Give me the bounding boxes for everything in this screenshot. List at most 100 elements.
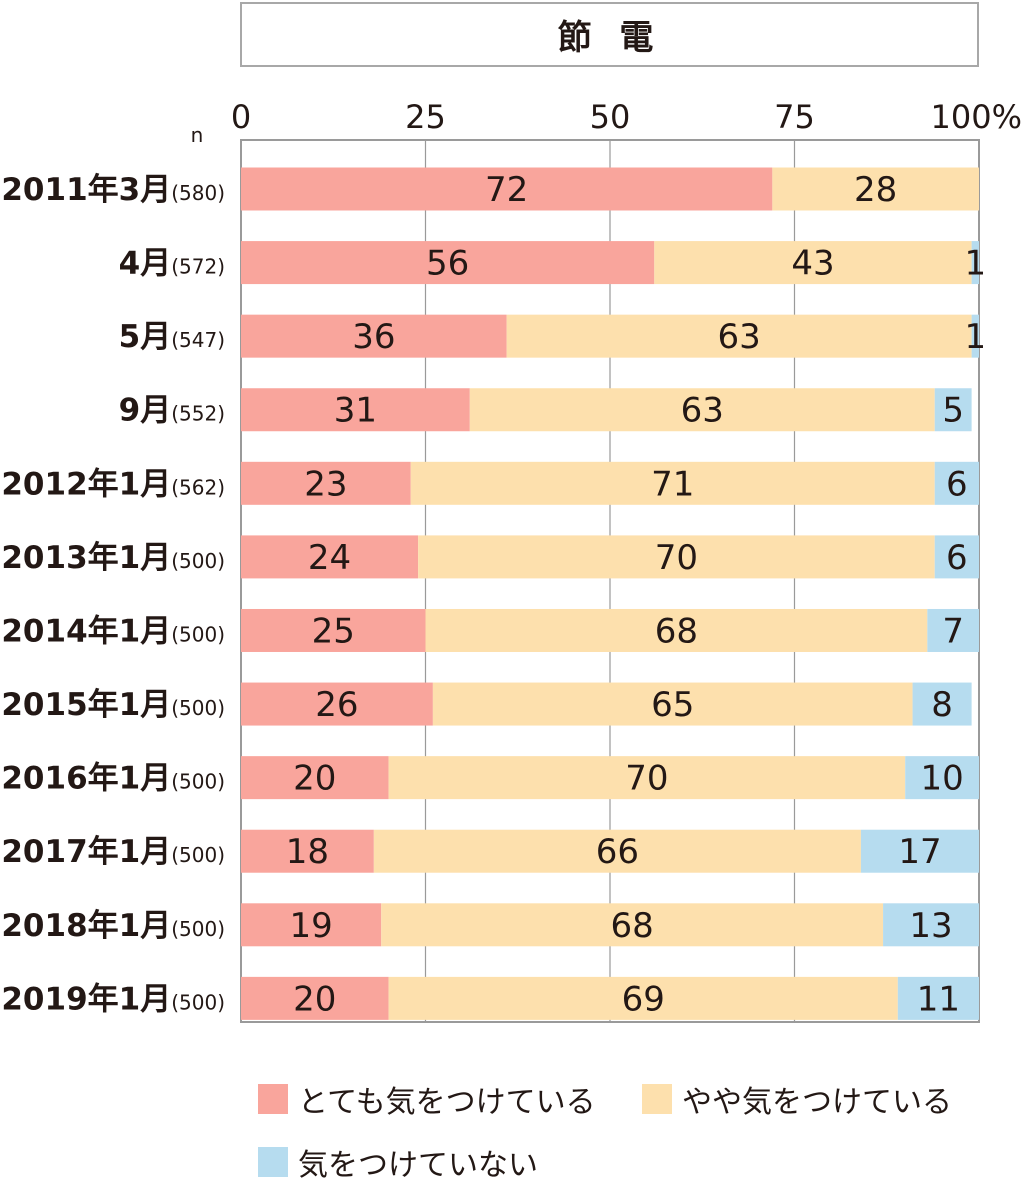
bar-segment bbox=[934, 535, 979, 579]
category-label: 2014年1月(500) bbox=[1, 613, 225, 649]
data-label: 7 bbox=[942, 611, 964, 651]
bar-segment bbox=[241, 167, 773, 211]
data-label: 31 bbox=[334, 391, 377, 431]
category-label-text: 2013年1月 bbox=[1, 540, 171, 576]
category-label-text: 2019年1月 bbox=[1, 981, 171, 1017]
x-tick-label: 0 bbox=[231, 98, 251, 136]
data-label: 25 bbox=[312, 611, 355, 651]
category-n-value: (500) bbox=[171, 549, 225, 573]
bar-segment bbox=[971, 314, 979, 358]
data-label: 10 bbox=[920, 759, 963, 799]
category-label: 2016年1月(500) bbox=[1, 761, 225, 797]
legend-swatch-not bbox=[258, 1147, 288, 1177]
bar-segment bbox=[241, 314, 507, 358]
legend-label-somewhat: やや気をつけている bbox=[682, 1085, 952, 1120]
data-label: 56 bbox=[426, 244, 469, 284]
category-label: 2019年1月(500) bbox=[1, 981, 225, 1017]
bar-segment bbox=[241, 388, 470, 432]
data-label: 6 bbox=[946, 464, 968, 504]
data-label: 70 bbox=[625, 759, 668, 799]
bar-segment bbox=[912, 682, 972, 726]
category-n-value: (547) bbox=[171, 328, 225, 352]
data-label: 20 bbox=[293, 979, 336, 1019]
data-label: 65 bbox=[651, 685, 694, 725]
bar-segment bbox=[934, 388, 972, 432]
bar-segment bbox=[897, 976, 979, 1020]
legend-label-not: 気をつけていない bbox=[298, 1148, 538, 1183]
legend-swatch-very bbox=[258, 1084, 288, 1114]
legend-item-somewhat: やや気をつけている bbox=[642, 1077, 952, 1121]
legend-item-very: とても気をつけている bbox=[258, 1077, 596, 1121]
category-n-value: (500) bbox=[171, 622, 225, 646]
bar-segment bbox=[506, 314, 972, 358]
category-label-text: 2017年1月 bbox=[1, 834, 171, 870]
data-label: 19 bbox=[289, 906, 332, 946]
category-label: 9月(552) bbox=[119, 393, 225, 429]
category-label: 2018年1月(500) bbox=[1, 908, 225, 944]
data-label: 68 bbox=[611, 906, 654, 946]
category-label: 5月(547) bbox=[119, 319, 225, 355]
data-label: 13 bbox=[909, 906, 952, 946]
data-label: 63 bbox=[681, 391, 724, 431]
bar-segment bbox=[469, 388, 935, 432]
category-n-value: (562) bbox=[171, 475, 225, 499]
data-label: 36 bbox=[352, 317, 395, 357]
bar-segment bbox=[388, 976, 898, 1020]
category-n-value: (572) bbox=[171, 255, 225, 279]
data-label: 24 bbox=[308, 538, 351, 578]
bar-segment bbox=[241, 976, 389, 1020]
data-label: 1 bbox=[964, 317, 986, 357]
category-label-text: 2018年1月 bbox=[1, 908, 171, 944]
bar-segment bbox=[883, 903, 979, 947]
data-label: 66 bbox=[596, 832, 639, 872]
category-n-value: (580) bbox=[171, 181, 225, 205]
category-label-text: 2014年1月 bbox=[1, 613, 171, 649]
bar-segment bbox=[241, 756, 389, 800]
bar-segment bbox=[772, 167, 979, 211]
data-label: 63 bbox=[718, 317, 761, 357]
category-label: 2015年1月(500) bbox=[1, 687, 225, 723]
data-label: 8 bbox=[931, 685, 953, 725]
category-label-text: 2015年1月 bbox=[1, 687, 171, 723]
category-label: 2013年1月(500) bbox=[1, 540, 225, 576]
bar-segment bbox=[432, 682, 913, 726]
bar-segment bbox=[241, 461, 411, 505]
bar-segment bbox=[654, 241, 972, 285]
x-tick-label: 25 bbox=[405, 98, 446, 136]
bar-segment bbox=[418, 535, 935, 579]
category-n-value: (500) bbox=[171, 990, 225, 1014]
bar-segment bbox=[425, 608, 928, 652]
data-label: 5 bbox=[942, 391, 964, 431]
bar-segment bbox=[927, 608, 979, 652]
bar-segment bbox=[388, 756, 906, 800]
data-label: 1 bbox=[964, 244, 986, 284]
legend-item-not: 気をつけていない bbox=[258, 1140, 538, 1184]
bar-segment bbox=[905, 756, 979, 800]
category-label-text: 4月 bbox=[119, 246, 172, 282]
legend-swatch-somewhat bbox=[642, 1084, 672, 1114]
x-tick-label: 100% bbox=[931, 98, 1022, 136]
category-n-value: (552) bbox=[171, 402, 225, 426]
data-label: 26 bbox=[315, 685, 358, 725]
category-n-value: (500) bbox=[171, 843, 225, 867]
bar-segment bbox=[410, 461, 935, 505]
bar-segment bbox=[241, 535, 419, 579]
bar-segment bbox=[934, 461, 979, 505]
category-label: 2011年3月(580) bbox=[1, 172, 225, 208]
category-label-text: 2016年1月 bbox=[1, 761, 171, 797]
category-label: 2012年1月(562) bbox=[1, 466, 225, 502]
category-label: 4月(572) bbox=[119, 246, 225, 282]
legend-label-very: とても気をつけている bbox=[298, 1085, 596, 1120]
category-label: 2017年1月(500) bbox=[1, 834, 225, 870]
data-label: 43 bbox=[791, 244, 834, 284]
bar-segment bbox=[373, 829, 861, 873]
data-label: 18 bbox=[286, 832, 329, 872]
data-label: 6 bbox=[946, 538, 968, 578]
data-label: 69 bbox=[622, 979, 665, 1019]
data-label: 70 bbox=[655, 538, 698, 578]
bar-segment bbox=[241, 241, 655, 285]
bar-segment bbox=[971, 241, 979, 285]
bar-segment bbox=[241, 829, 374, 873]
category-label-text: 5月 bbox=[119, 319, 172, 355]
